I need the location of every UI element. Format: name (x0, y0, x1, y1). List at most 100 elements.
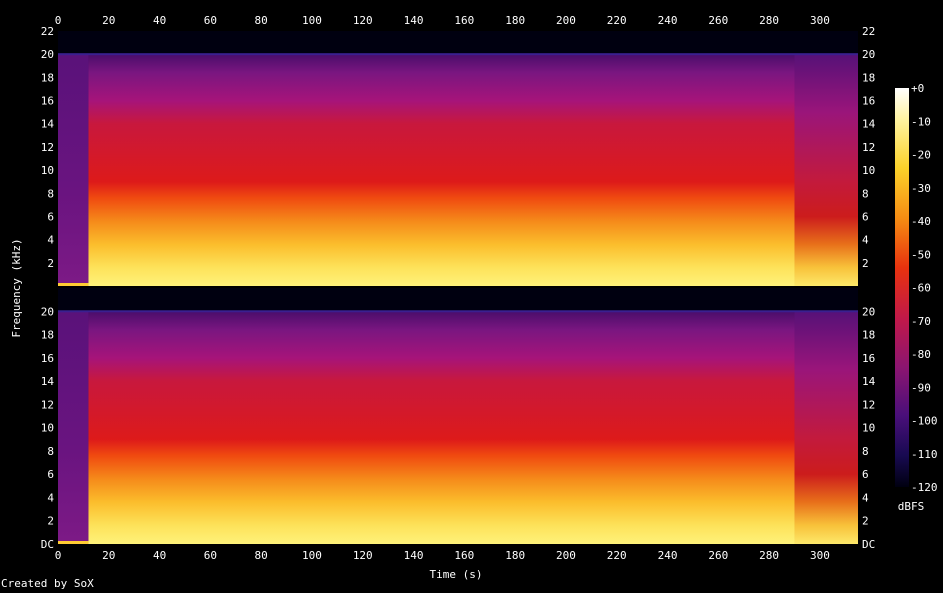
x-tick-label-bottom: 180 (505, 549, 525, 562)
axes: 0 0 20 20 40 40 60 60 80 80 100 100 120 120 140 140 160 1… (41, 14, 876, 562)
colorbar-tick-label: -20 (911, 149, 931, 162)
x-tick-label-bottom: 100 (302, 549, 322, 562)
x-tick-label-top: 120 (353, 14, 373, 27)
y-tick-label-right: 10 (862, 164, 875, 177)
y-tick-label-right: 18 (862, 329, 875, 342)
x-tick-label-top: 60 (204, 14, 217, 27)
y-tick-label-right: 18 (862, 71, 875, 84)
x-tick-label-top: 180 (505, 14, 525, 27)
x-tick-label-top: 160 (454, 14, 474, 27)
x-tick-label-top: 0 (55, 14, 62, 27)
y-tick-label-right: 14 (862, 118, 876, 131)
y-tick-label-left: 6 (47, 468, 54, 481)
y-tick-label-left: 10 (41, 422, 54, 435)
x-tick-label-top: 200 (556, 14, 576, 27)
x-tick-label-top: 40 (153, 14, 166, 27)
x-tick-label-top: 300 (810, 14, 830, 27)
segment-fade-out (794, 311, 858, 544)
x-tick-label-bottom: 200 (556, 549, 576, 562)
x-tick-label-top: 240 (658, 14, 678, 27)
y-tick-label-right: 6 (862, 210, 869, 223)
x-tick-label-top: 260 (708, 14, 728, 27)
y-tick-label-left: 4 (47, 234, 54, 247)
x-tick-label-top: 280 (759, 14, 779, 27)
spectrogram-panels (58, 31, 858, 544)
lead-in-dc-line (58, 283, 89, 286)
colorbar-tick-label: -50 (911, 248, 931, 261)
y-tick-label-right: 20 (862, 48, 875, 61)
y-tick-label-left: 20 (41, 305, 54, 318)
y-tick-label-right: 22 (862, 25, 875, 38)
segment-fade-out (794, 54, 858, 286)
y-tick-label-left: 18 (41, 71, 54, 84)
y-tick-label-left: 6 (47, 210, 54, 223)
y-tick-label-left: 16 (41, 95, 54, 108)
x-tick-label-bottom: 140 (404, 549, 424, 562)
y-tick-label-left: 12 (41, 398, 54, 411)
y-tick-label-right: 16 (862, 95, 875, 108)
y-tick-label-right: 6 (862, 468, 869, 481)
y-tick-label-left: 12 (41, 141, 54, 154)
x-tick-label-top: 220 (607, 14, 627, 27)
y-tick-label-left: 2 (47, 257, 54, 270)
segment-program (88, 311, 795, 544)
y-tick-label-left: DC (41, 538, 54, 551)
colorbar-tick-label: -100 (911, 415, 938, 428)
colorbar-tick-label: -80 (911, 348, 931, 361)
colorbar-tick-label: -40 (911, 215, 931, 228)
x-tick-label-bottom: 60 (204, 549, 217, 562)
colorbar-tick-label: -30 (911, 182, 931, 195)
y-tick-label-right: 8 (862, 445, 869, 458)
y-tick-label-left: 14 (41, 375, 55, 388)
x-tick-label-top: 100 (302, 14, 322, 27)
segment-lead-in (58, 311, 89, 544)
colorbar-tick-label: +0 (911, 82, 924, 95)
lead-in-dc-line (58, 541, 89, 544)
x-tick-label-bottom: 160 (454, 549, 474, 562)
colorbar: +0 -10 -20 -30 -40 -50 -60 -70 -80 -90 -100 -110 -12… (895, 82, 938, 494)
channel-1-panel (58, 31, 858, 286)
y-tick-label-left: 22 (41, 25, 54, 38)
y-tick-label-left: 20 (41, 48, 54, 61)
colorbar-tick-label: -10 (911, 115, 931, 128)
y-tick-label-right: 20 (862, 305, 875, 318)
bandlimit-edge (58, 53, 858, 56)
channel-2-panel (58, 288, 858, 544)
y-tick-label-left: 8 (47, 445, 54, 458)
y-tick-label-right: 10 (862, 422, 875, 435)
x-tick-label-top: 80 (255, 14, 268, 27)
credit-text: Created by SoX (1, 577, 94, 590)
x-tick-label-bottom: 220 (607, 549, 627, 562)
colorbar-tick-label: -120 (911, 481, 938, 494)
y-axis-label: Frequency (kHz) (10, 238, 23, 337)
y-tick-label-right: 4 (862, 491, 869, 504)
y-tick-label-left: 14 (41, 118, 55, 131)
y-tick-label-right: 4 (862, 234, 869, 247)
colorbar-tick-label: -110 (911, 448, 938, 461)
y-tick-label-right: 8 (862, 187, 869, 200)
x-axis-label: Time (s) (430, 568, 483, 581)
x-tick-label-top: 20 (102, 14, 115, 27)
x-tick-label-bottom: 20 (102, 549, 115, 562)
colorbar-tick-label: -70 (911, 315, 931, 328)
segment-lead-in (58, 54, 89, 286)
x-tick-label-bottom: 300 (810, 549, 830, 562)
y-tick-label-right: 12 (862, 398, 875, 411)
y-tick-label-right: 2 (862, 257, 869, 270)
colorbar-tick-label: -90 (911, 381, 931, 394)
segment-program (88, 54, 795, 286)
y-tick-label-right: 16 (862, 352, 875, 365)
bandlimit-edge (58, 310, 858, 313)
colorbar-gradient (895, 88, 909, 487)
x-tick-label-bottom: 280 (759, 549, 779, 562)
y-tick-label-left: 10 (41, 164, 54, 177)
colorbar-label: dBFS (898, 500, 925, 513)
x-tick-label-bottom: 0 (55, 549, 62, 562)
y-tick-label-left: 18 (41, 329, 54, 342)
x-tick-label-bottom: 40 (153, 549, 166, 562)
y-tick-label-left: 16 (41, 352, 54, 365)
colorbar-tick-label: -60 (911, 282, 931, 295)
y-tick-label-right: 2 (862, 515, 869, 528)
y-tick-label-right: 14 (862, 375, 876, 388)
